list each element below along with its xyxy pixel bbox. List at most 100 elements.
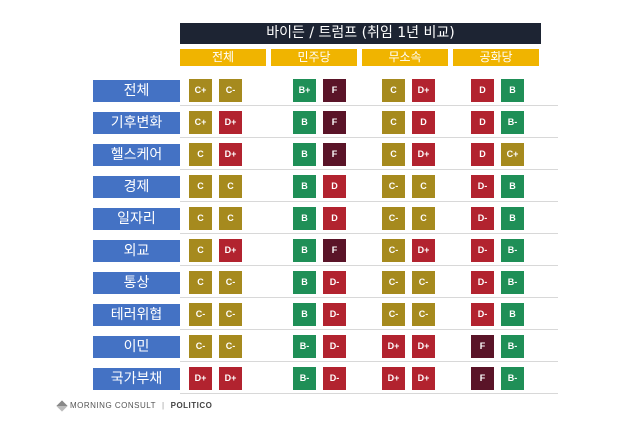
grade-cell-biden: C- [382, 271, 405, 294]
row-divider [180, 169, 558, 170]
row-divider [180, 233, 558, 234]
grade-cell-trump: C+ [501, 143, 524, 166]
grade-cell-biden: B- [293, 367, 316, 390]
grade-cell-trump: B- [501, 367, 524, 390]
grade-cell-biden: F [471, 335, 494, 358]
grade-cell-biden: C [189, 143, 212, 166]
grade-cell-biden: C- [382, 239, 405, 262]
grade-cell-biden: C- [189, 335, 212, 358]
grade-cell-biden: D [471, 111, 494, 134]
grade-cell-trump: B- [501, 111, 524, 134]
grade-cell-trump: C [412, 207, 435, 230]
grade-cell-biden: B [293, 303, 316, 326]
grade-cell-trump: B [501, 79, 524, 102]
grade-cell-trump: C- [219, 335, 242, 358]
grade-cell-biden: B [293, 207, 316, 230]
row-label: 전체 [93, 80, 180, 102]
group-header-2: 민주당 [271, 49, 357, 66]
grade-cell-trump: D+ [412, 335, 435, 358]
grade-cell-trump: C [412, 175, 435, 198]
grade-cell-trump: D- [323, 335, 346, 358]
grade-cell-trump: B [501, 207, 524, 230]
row-label: 기후변화 [93, 112, 180, 134]
row-label: 이민 [93, 336, 180, 358]
row-label: 통상 [93, 272, 180, 294]
row-divider [180, 361, 558, 362]
grade-cell-trump: F [323, 79, 346, 102]
grade-cell-trump: D+ [412, 79, 435, 102]
row-divider [180, 329, 558, 330]
morning-consult-logo-icon [56, 399, 68, 412]
grade-cell-biden: C [189, 175, 212, 198]
grade-cell-biden: C+ [189, 111, 212, 134]
grade-cell-trump: F [323, 239, 346, 262]
grade-cell-trump: F [323, 143, 346, 166]
row-divider [180, 393, 558, 394]
source-brand: MORNING CONSULT [70, 401, 157, 410]
source-footer: MORNING CONSULT | POLITICO [56, 399, 213, 412]
source-separator: | [162, 401, 165, 410]
grade-cell-trump: B- [501, 271, 524, 294]
grade-cell-trump: C- [219, 271, 242, 294]
grade-cell-biden: D [471, 143, 494, 166]
grade-cell-trump: C- [412, 303, 435, 326]
grade-cell-biden: C- [189, 303, 212, 326]
grade-cell-biden: F [471, 367, 494, 390]
grade-cell-biden: C [189, 271, 212, 294]
grade-cell-trump: D- [323, 367, 346, 390]
grade-cell-biden: C- [382, 175, 405, 198]
row-divider [180, 297, 558, 298]
row-divider [180, 137, 558, 138]
grade-cell-trump: D+ [219, 111, 242, 134]
grade-cell-biden: C- [382, 303, 405, 326]
grade-cell-trump: D+ [219, 367, 242, 390]
grade-cell-biden: C [382, 79, 405, 102]
grade-cell-biden: B+ [293, 79, 316, 102]
grade-cell-trump: D+ [219, 239, 242, 262]
grade-cell-biden: D- [471, 207, 494, 230]
grade-cell-biden: B [293, 143, 316, 166]
grade-cell-trump: D- [323, 303, 346, 326]
grade-cell-trump: F [323, 111, 346, 134]
grade-cell-trump: D [323, 175, 346, 198]
grade-cell-biden: C [382, 111, 405, 134]
row-label: 외교 [93, 240, 180, 262]
grade-cell-trump: D+ [412, 239, 435, 262]
source-partner: POLITICO [170, 401, 213, 410]
grade-cell-biden: C [189, 239, 212, 262]
grade-cell-biden: D- [471, 303, 494, 326]
grade-cell-trump: B [501, 175, 524, 198]
grade-cell-biden: C+ [189, 79, 212, 102]
row-divider [180, 265, 558, 266]
grade-cell-biden: D- [471, 271, 494, 294]
grade-cell-trump: C- [219, 303, 242, 326]
row-label: 헬스케어 [93, 144, 180, 166]
grade-cell-trump: D+ [412, 367, 435, 390]
grade-cell-biden: C [189, 207, 212, 230]
row-label: 경제 [93, 176, 180, 198]
grade-cell-trump: D- [323, 271, 346, 294]
grade-cell-trump: D+ [219, 143, 242, 166]
grade-cell-trump: D [412, 111, 435, 134]
grade-cell-biden: D- [471, 239, 494, 262]
grade-cell-biden: B [293, 111, 316, 134]
row-divider [180, 105, 558, 106]
group-header-4: 공화당 [453, 49, 539, 66]
grade-cell-trump: B [501, 303, 524, 326]
grade-cell-biden: B [293, 239, 316, 262]
grade-cell-biden: D+ [382, 367, 405, 390]
group-header-3: 무소속 [362, 49, 448, 66]
grade-cell-trump: D [323, 207, 346, 230]
grade-cell-biden: B [293, 175, 316, 198]
grade-cell-trump: B- [501, 335, 524, 358]
chart-title: 바이든 / 트럼프 (취임 1년 비교) [180, 23, 541, 44]
grade-cell-biden: B [293, 271, 316, 294]
group-header-1: 전체 [180, 49, 266, 66]
row-label: 일자리 [93, 208, 180, 230]
row-divider [180, 201, 558, 202]
grade-cell-trump: C [219, 175, 242, 198]
grade-cell-trump: C [219, 207, 242, 230]
grade-cell-trump: C- [412, 271, 435, 294]
grade-cell-trump: D+ [412, 143, 435, 166]
row-label: 국가부채 [93, 368, 180, 390]
